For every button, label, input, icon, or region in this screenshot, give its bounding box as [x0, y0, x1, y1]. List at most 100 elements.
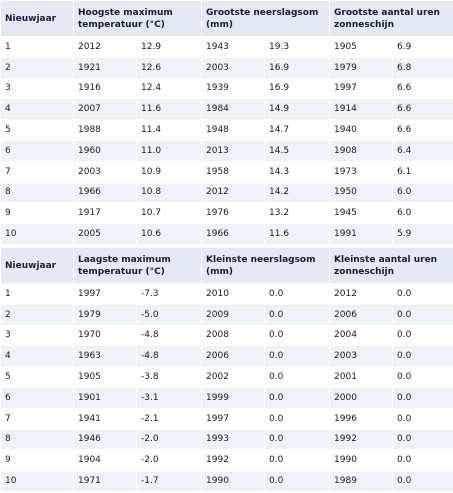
value-cell: 6.0	[391, 202, 453, 225]
year-cell: 1945	[329, 202, 393, 225]
highest-records-body: 1 2012 12.9 1943 19.3 1905 6.9 2 1921 12.6 2003 16.…	[0, 36, 453, 245]
value-cell: 14.3	[264, 160, 330, 183]
value-cell: 0.0	[264, 428, 331, 451]
value-cell: 0.0	[264, 449, 331, 472]
rank-cell: 4	[0, 98, 74, 121]
value-cell: -2.0	[135, 428, 203, 451]
rank-cell: 5	[0, 119, 74, 141]
rank-cell: 2	[0, 56, 74, 79]
year-cell: 1950	[329, 181, 393, 204]
table-row: 7 1941 -2.1 1997 0.0 1996 0.0	[0, 407, 453, 430]
value-cell: 6.4	[391, 139, 453, 162]
rank-cell: 9	[0, 202, 74, 225]
value-cell: 0.0	[392, 345, 453, 368]
year-cell: 1990	[329, 449, 394, 472]
rank-cell: 6	[0, 139, 74, 162]
value-cell: 14.5	[264, 139, 330, 162]
table-row: 6 1960 11.0 2013 14.5 1908 6.4	[0, 139, 453, 162]
header-row: Nieuwjaar Hoogste maximum temperatuur (°…	[0, 0, 453, 37]
value-cell: -4.8	[135, 345, 203, 368]
value-cell: 0.0	[392, 366, 453, 388]
table-row: 8 1966 10.8 2012 14.2 1950 6.0	[0, 181, 453, 204]
value-cell: 12.9	[136, 36, 202, 58]
year-cell: 1908	[329, 139, 393, 162]
value-cell: 6.6	[391, 77, 453, 100]
table-row: 8 1946 -2.0 1993 0.0 1992 0.0	[0, 428, 453, 451]
rank-cell: 8	[0, 181, 74, 204]
rank-cell: 5	[0, 366, 74, 388]
smallest-precip-header: Kleinste neerslagsom (mm)	[201, 247, 331, 284]
year-cell: 2012	[201, 181, 265, 204]
rank-cell: 7	[0, 160, 74, 183]
year-cell: 2000	[329, 386, 394, 409]
lowest-max-temp-header: Laagste maximum temperatuur (°C)	[72, 247, 203, 284]
value-cell: -3.8	[135, 366, 203, 388]
year-cell: 2013	[201, 139, 265, 162]
value-cell: 6.8	[391, 56, 453, 79]
table-row: 5 1905 -3.8 2002 0.0 2001 0.0	[0, 366, 453, 388]
year-cell: 1958	[201, 160, 265, 183]
rank-cell: 3	[0, 77, 74, 100]
value-cell: -2.1	[135, 407, 203, 430]
rank-cell: 9	[0, 449, 74, 472]
value-cell: 0.0	[264, 470, 331, 492]
year-cell: 2002	[201, 366, 266, 388]
rank-header: Nieuwjaar	[0, 247, 74, 284]
value-cell: 0.0	[264, 283, 331, 305]
lowest-records-body: 1 1997 -7.3 2010 0.0 2012 0.0 2 1979 -5.0 2009 0.0 2…	[0, 283, 453, 492]
value-cell: 10.9	[136, 160, 202, 183]
table-row: 3 1970 -4.8 2008 0.0 2004 0.0	[0, 324, 453, 347]
table-row: 10 1971 -1.7 1990 0.0 1989 0.0	[0, 470, 453, 492]
value-cell: 5.9	[391, 223, 453, 245]
year-cell: 1916	[73, 77, 137, 100]
value-cell: 14.7	[264, 119, 330, 141]
value-cell: 0.0	[264, 366, 331, 388]
value-cell: 0.0	[392, 470, 453, 492]
value-cell: 6.9	[391, 36, 453, 58]
year-cell: 2003	[329, 345, 394, 368]
year-cell: 1997	[201, 407, 266, 430]
year-cell: 2006	[329, 303, 394, 326]
highest-records-table: Nieuwjaar Hoogste maximum temperatuur (°…	[0, 0, 453, 245]
value-cell: 11.6	[264, 223, 330, 245]
year-cell: 1905	[73, 366, 137, 388]
table-row: 3 1916 12.4 1939 16.9 1997 6.6	[0, 77, 453, 100]
value-cell: 14.2	[264, 181, 330, 204]
year-cell: 1996	[329, 407, 394, 430]
value-cell: 11.4	[136, 119, 202, 141]
header-row: Nieuwjaar Laagste maximum temperatuur (°…	[0, 247, 453, 284]
year-cell: 2007	[73, 98, 137, 121]
rank-cell: 1	[0, 36, 74, 58]
value-cell: 0.0	[392, 449, 453, 472]
lowest-records-table: Nieuwjaar Laagste maximum temperatuur (°…	[0, 247, 453, 492]
year-cell: 1992	[201, 449, 266, 472]
rank-cell: 10	[0, 223, 74, 245]
table-row: 9 1904 -2.0 1992 0.0 1990 0.0	[0, 449, 453, 472]
value-cell: -3.1	[135, 386, 203, 409]
value-cell: 0.0	[392, 324, 453, 347]
table-row: 5 1988 11.4 1948 14.7 1940 6.6	[0, 119, 453, 141]
value-cell: -1.7	[135, 470, 203, 492]
year-cell: 1948	[201, 119, 265, 141]
value-cell: 6.0	[391, 181, 453, 204]
year-cell: 1966	[201, 223, 265, 245]
table-row: 2 1979 -5.0 2009 0.0 2006 0.0	[0, 303, 453, 326]
table-row: 2 1921 12.6 2003 16.9 1979 6.8	[0, 56, 453, 79]
year-cell: 1921	[73, 56, 137, 79]
year-cell: 1979	[329, 56, 393, 79]
value-cell: -7.3	[135, 283, 203, 305]
year-cell: 1971	[73, 470, 137, 492]
table-row: 7 2003 10.9 1958 14.3 1973 6.1	[0, 160, 453, 183]
year-cell: 1990	[201, 470, 266, 492]
rank-cell: 7	[0, 407, 74, 430]
year-cell: 1988	[73, 119, 137, 141]
year-cell: 1976	[201, 202, 265, 225]
least-sunshine-header: Kleinste aantal uren zonneschijn	[329, 247, 453, 284]
year-cell: 1943	[201, 36, 265, 58]
year-cell: 1939	[201, 77, 265, 100]
value-cell: 0.0	[392, 303, 453, 326]
year-cell: 1992	[329, 428, 394, 451]
year-cell: 1963	[73, 345, 137, 368]
year-cell: 1904	[73, 449, 137, 472]
